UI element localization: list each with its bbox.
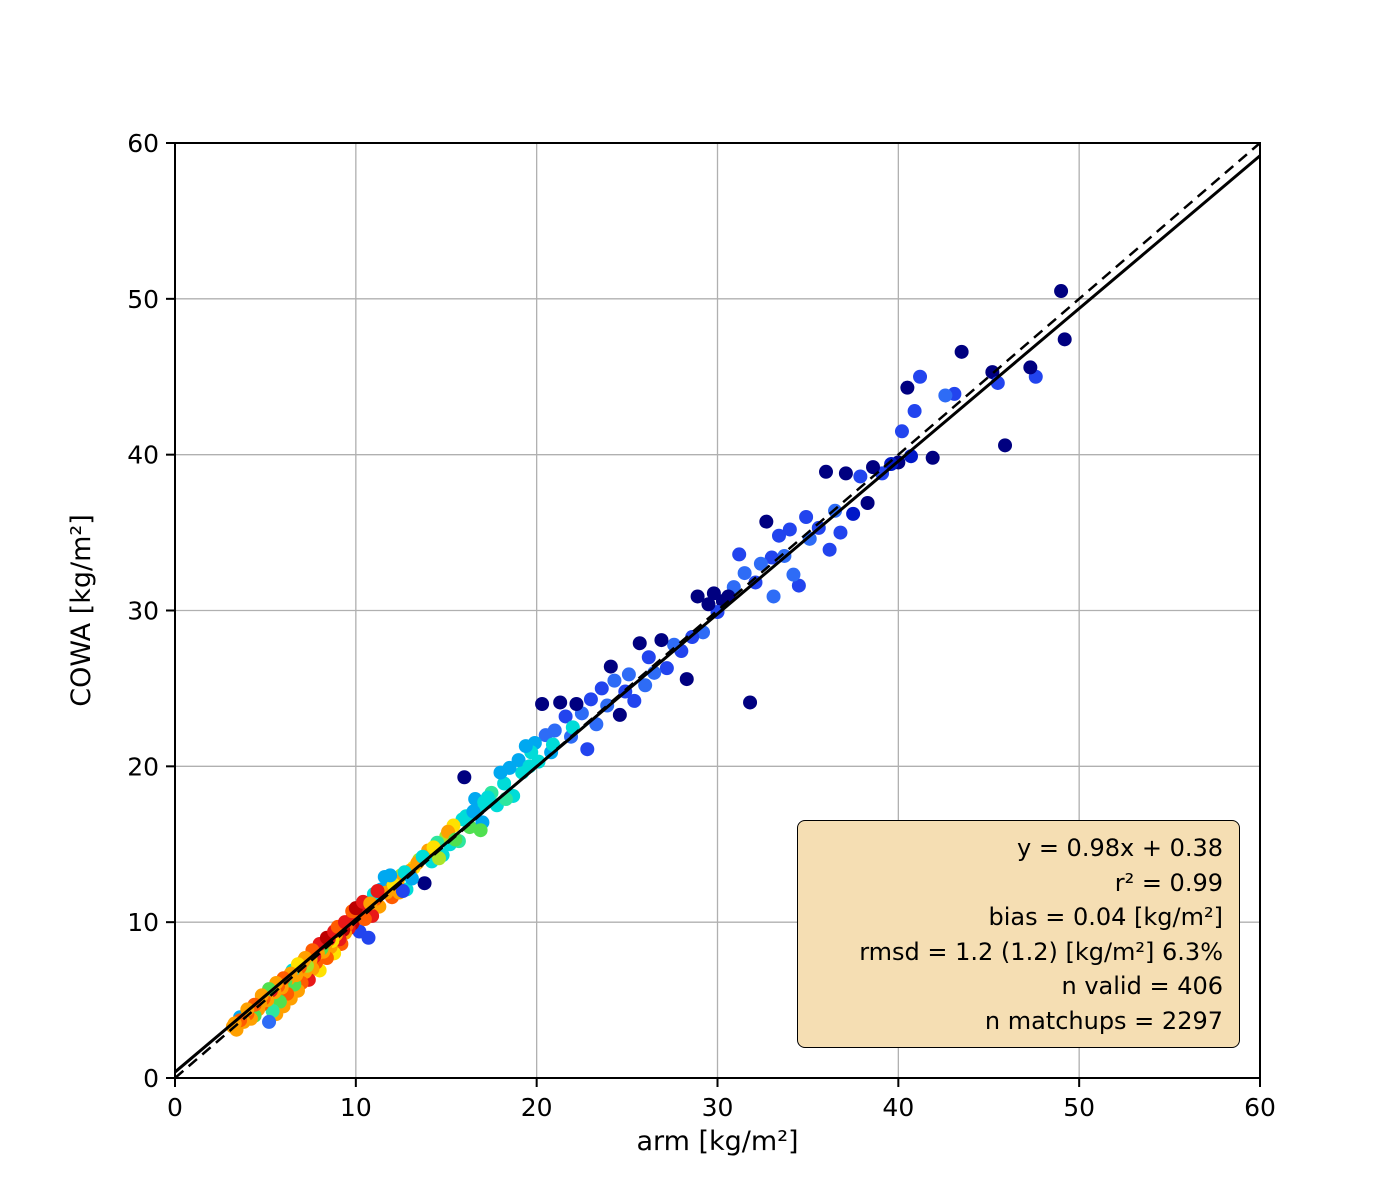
data-point — [732, 547, 747, 562]
data-point — [654, 633, 669, 648]
data-point — [265, 1003, 280, 1018]
data-point — [759, 514, 774, 529]
data-point — [659, 661, 674, 676]
data-point — [395, 884, 410, 898]
y-axis-label: COWA [kg/m²] — [66, 514, 97, 706]
stats-line: n matchups = 2297 — [984, 1006, 1223, 1035]
data-point — [477, 795, 492, 810]
stats-line: y = 0.98x + 0.38 — [1016, 834, 1223, 862]
data-point — [866, 460, 881, 475]
data-point — [627, 693, 642, 708]
x-tick-label: 40 — [882, 1093, 914, 1122]
data-point — [782, 522, 797, 537]
data-point — [417, 876, 432, 891]
stats-box: y = 0.98x + 0.38 r² = 0.99 bias = 0.04 [kg… — [797, 820, 1240, 1048]
data-point — [791, 578, 806, 593]
y-tick-label: 40 — [127, 441, 159, 470]
data-point — [594, 681, 609, 696]
stats-line: bias = 0.04 [kg/m²] — [988, 903, 1224, 931]
data-point — [822, 542, 837, 557]
y-tick-label: 30 — [127, 597, 159, 626]
data-point — [603, 659, 618, 674]
data-point — [998, 438, 1013, 453]
data-point — [771, 528, 786, 543]
data-point — [493, 765, 508, 780]
data-point — [846, 506, 861, 521]
x-tick-label: 60 — [1244, 1093, 1276, 1122]
data-point — [884, 457, 899, 472]
data-point — [701, 597, 716, 612]
data-point — [262, 1014, 277, 1029]
data-point — [706, 586, 721, 601]
data-point — [925, 450, 940, 465]
data-point — [913, 369, 928, 384]
data-point — [448, 832, 463, 847]
data-point — [518, 739, 533, 754]
data-point — [361, 930, 376, 945]
y-tick-label: 0 — [143, 1064, 159, 1093]
data-point — [860, 495, 875, 510]
data-point — [383, 868, 398, 883]
data-point — [535, 697, 550, 711]
data-point — [583, 692, 598, 707]
fit-line — [174, 154, 1261, 1074]
y-tick-label: 50 — [127, 285, 159, 314]
x-tick-label: 10 — [340, 1093, 372, 1122]
data-point — [907, 404, 922, 419]
x-tick-label: 50 — [1063, 1093, 1095, 1122]
x-axis-label: arm [kg/m²] — [636, 1126, 798, 1157]
y-tick-label: 20 — [127, 752, 159, 781]
data-point — [511, 753, 526, 768]
data-point — [497, 776, 512, 791]
data-point — [786, 567, 801, 582]
data-point — [743, 695, 758, 710]
data-point — [679, 672, 694, 687]
data-point — [1057, 332, 1072, 347]
x-tick-label: 0 — [167, 1093, 183, 1122]
y-tick-label: 10 — [127, 908, 159, 937]
data-point — [690, 589, 705, 604]
data-point — [641, 650, 656, 665]
data-point — [753, 556, 768, 571]
data-point — [558, 709, 573, 724]
data-point — [612, 707, 627, 722]
data-point — [466, 804, 481, 819]
data-point — [737, 566, 752, 581]
data-point — [607, 673, 622, 688]
data-point — [621, 667, 636, 682]
stats-line: n valid = 406 — [1061, 972, 1224, 1000]
stats-line: rmsd = 1.2 (1.2) [kg/m²] 6.3% — [859, 937, 1223, 966]
data-point — [580, 742, 595, 757]
y-tick-label: 60 — [127, 129, 159, 158]
data-point — [766, 589, 781, 604]
data-point — [799, 510, 814, 524]
stats-line: r² = 0.99 — [1114, 868, 1223, 897]
data-point — [838, 466, 853, 481]
data-point — [553, 695, 568, 710]
data-point — [938, 388, 953, 403]
data-point — [632, 636, 647, 651]
data-point — [569, 697, 584, 711]
data-point — [954, 344, 969, 359]
data-point — [370, 884, 385, 898]
x-tick-label: 30 — [702, 1093, 734, 1122]
data-point — [819, 464, 833, 479]
data-point — [853, 469, 868, 484]
data-point — [833, 525, 848, 540]
data-point — [1023, 360, 1038, 375]
identity-line — [174, 142, 1261, 1079]
x-tick-label: 20 — [521, 1093, 553, 1122]
data-point — [473, 823, 488, 838]
data-point — [638, 678, 653, 693]
data-point — [1054, 284, 1069, 299]
data-point — [894, 424, 909, 439]
data-point — [900, 380, 915, 395]
data-point — [457, 770, 472, 785]
